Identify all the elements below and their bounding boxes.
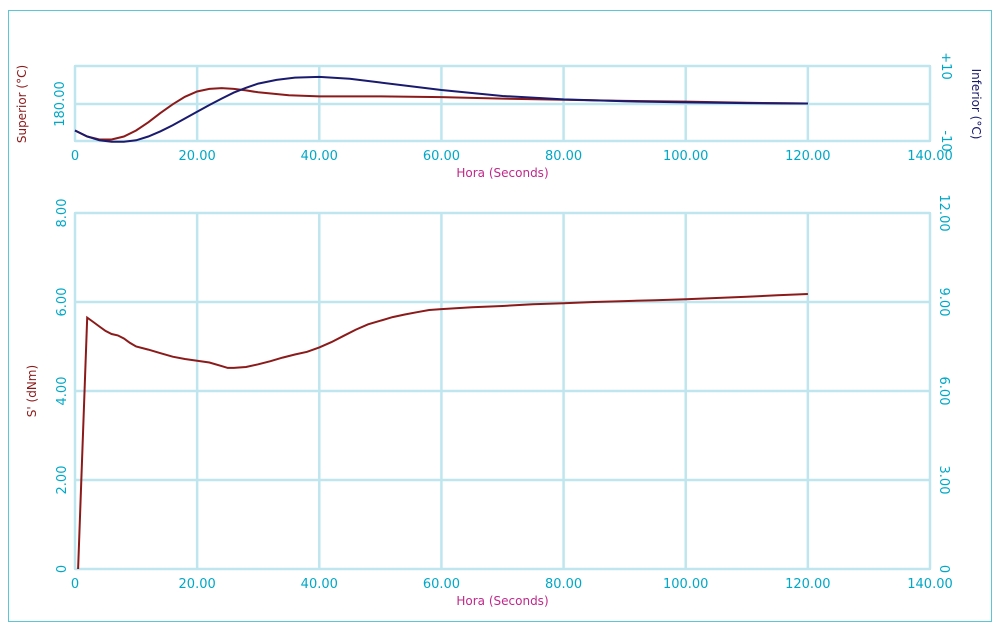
bottom-x-ticks: 0 20.00 40.00 60.00 80.00 100.00 120.00 140.00	[71, 577, 953, 592]
bottom-y-left-ticks: 0 2.00 4.00 6.00 8.00	[55, 199, 70, 574]
x-tick-label: 20.00	[179, 577, 216, 592]
x-tick-label: 100.00	[663, 149, 709, 164]
x-tick-label: 20.00	[179, 149, 216, 164]
x-tick-label: 40.00	[301, 577, 338, 592]
x-tick-label: 60.00	[423, 149, 460, 164]
top-x-ticks: 0 20.00 40.00 60.00 80.00 100.00 120.00 140.00	[71, 149, 953, 164]
x-tick-label: 120.00	[785, 577, 831, 592]
bottom-chart-grid	[73, 211, 932, 571]
y-left-tick-label: 4.00	[55, 377, 70, 406]
y-right-tick-label: 0	[936, 565, 951, 573]
x-tick-label: 0	[71, 577, 79, 592]
x-tick-label: 60.00	[423, 577, 460, 592]
y-right-tick-label: 12.00	[936, 194, 951, 231]
top-plot-area	[74, 65, 931, 142]
bottom-plot-area	[74, 212, 931, 570]
x-tick-label: 140.00	[907, 149, 953, 164]
top-y-right-tick-label: +10	[938, 52, 953, 79]
top-y-axis-label-right: Inferior (°C)	[969, 69, 983, 140]
x-tick-label: 120.00	[785, 149, 831, 164]
y-right-tick-label: 3.00	[936, 466, 951, 495]
bottom-y-right-ticks: 0 3.00 6.00 9.00 12.00	[936, 194, 951, 573]
bottom-x-axis-label: Hora (Seconds)	[456, 594, 548, 608]
x-tick-label: 0	[71, 149, 79, 164]
x-tick-label: 80.00	[545, 577, 582, 592]
y-left-tick-label: 2.00	[55, 466, 70, 495]
y-left-tick-label: 8.00	[55, 199, 70, 228]
series-torque-line	[77, 293, 808, 570]
y-left-tick-label: 6.00	[55, 288, 70, 317]
chart-frame	[8, 10, 992, 622]
top-x-axis-label: Hora (Seconds)	[456, 166, 548, 180]
y-left-tick-label: 0	[55, 565, 70, 573]
series-inferior-line	[74, 75, 808, 143]
top-y-axis-label-left: Superior (°C)	[15, 65, 29, 143]
top-chart-series	[74, 75, 808, 143]
x-tick-label: 80.00	[545, 149, 582, 164]
top-y-left-tick-label: 180.00	[53, 81, 68, 127]
x-tick-label: 100.00	[663, 577, 709, 592]
y-right-tick-label: 9.00	[936, 288, 951, 317]
bottom-chart-series	[77, 293, 808, 570]
bottom-y-axis-label-left: S' (dNm)	[25, 365, 39, 417]
x-tick-label: 40.00	[301, 149, 338, 164]
top-y-right-tick-label: -10	[938, 130, 953, 151]
y-right-tick-label: 6.00	[936, 377, 951, 406]
x-tick-label: 140.00	[907, 577, 953, 592]
